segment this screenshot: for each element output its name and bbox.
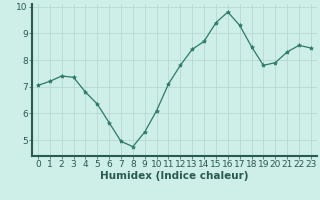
X-axis label: Humidex (Indice chaleur): Humidex (Indice chaleur)	[100, 171, 249, 181]
